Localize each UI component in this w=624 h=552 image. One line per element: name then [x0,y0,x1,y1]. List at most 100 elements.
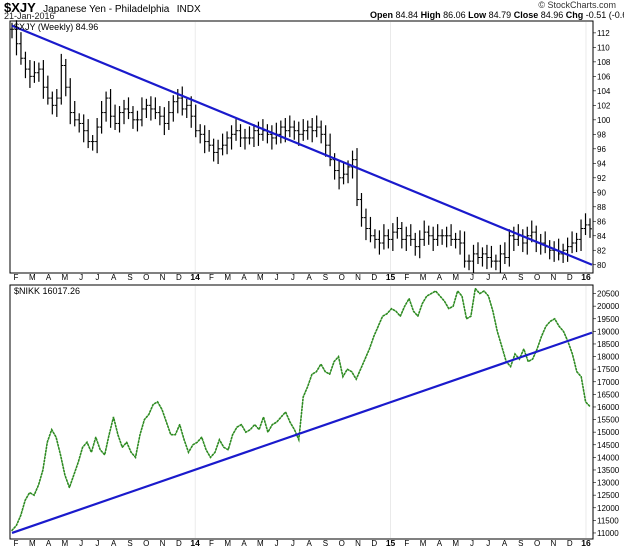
price-bar [475,242,480,265]
y-axis-ticks: 80 82 84 86 88 90 92 94 96 98 100 102 104 106 108 110 11… [593,29,620,538]
y-tick-label: 16000 [597,403,620,412]
x-tick-label: J [486,273,490,282]
x-tick-label: 16 [581,538,591,548]
y-tick-label: 13000 [597,479,620,488]
price-bar [148,96,153,121]
price-bar [104,91,109,122]
x-tick-label: M [420,273,427,282]
price-bar [355,148,360,207]
x-tick-label: F [209,273,214,282]
x-tick-label: J [79,273,83,282]
x-tick-label: F [404,273,409,282]
price-bar [543,231,548,254]
price-bar [462,231,467,268]
x-tick-label: N [160,273,166,282]
symbol-label: $XJY [4,0,36,15]
x-tick-label: J [291,539,295,548]
x-tick-label: A [111,539,117,548]
x-tick-label: J [79,539,83,548]
y-tick-label: 88 [597,203,606,212]
x-tick-label: O [534,539,540,548]
y-tick-label: 17500 [597,365,620,374]
price-bar [547,240,552,260]
price-bar [399,222,404,249]
y-tick-label: 20500 [597,290,620,299]
price-bar [77,113,82,133]
nikk-line-series [11,286,591,532]
price-bar [247,126,252,145]
price-bar [520,229,525,253]
price-bar [135,110,140,132]
nikk-trendline [11,331,593,534]
chart-header-title: $XJY Japanese Yen - Philadelphia INDX [4,0,201,15]
price-bar [207,129,212,152]
price-bar [130,106,135,129]
x-tick-label: O [339,273,345,282]
y-tick-label: 12000 [597,504,620,513]
x-tick-label: A [306,273,312,282]
x-tick-label: D [567,539,573,548]
top-panel-frame [9,20,594,274]
price-bar [198,124,203,144]
price-bar [81,114,86,143]
price-bar [471,244,476,273]
price-bar [449,224,454,246]
x-tick-label: J [470,273,474,282]
price-bar [372,229,377,249]
price-bar [440,229,445,245]
price-bar [90,135,95,151]
price-bar [153,97,158,120]
x-tick-label: D [567,273,573,282]
price-bar [99,100,104,134]
price-bar [238,124,243,147]
x-tick-label: N [355,273,361,282]
price-bar [234,119,239,141]
x-tick-label: D [371,539,377,548]
price-bar [193,104,198,138]
price-bar [337,161,342,190]
price-bar [570,231,575,254]
price-bar [139,97,144,127]
open-value: 84.84 [395,10,419,20]
price-bar [95,118,100,154]
x-tick-label: D [176,273,182,282]
price-bar [458,230,463,255]
price-bar [390,223,395,251]
x-tick-label: M [224,539,231,548]
price-bar [122,99,127,125]
x-tick-label: 15 [386,272,396,282]
x-tick-label: N [551,539,557,548]
price-bar [404,226,409,251]
price-bar [480,247,485,267]
high-value: 86.06 [443,10,466,20]
x-tick-label: M [257,539,264,548]
price-bar [27,60,32,88]
x-tick-label: A [241,539,247,548]
x-tick-label: N [551,273,557,282]
price-bar [484,244,489,270]
chart-date: 21-Jan-2016 [4,11,55,21]
security-name: Japanese Yen - Philadelphia [43,4,170,15]
x-tick-label: A [111,273,117,282]
y-tick-label: 98 [597,130,606,139]
x-tick-label: A [437,273,443,282]
x-tick-label: D [371,273,377,282]
price-bar [180,86,185,116]
chg-value: -0.51 (-0.60%) [585,10,624,20]
price-bar [310,118,315,143]
price-bar [377,230,382,255]
x-tick-label: D [176,539,182,548]
high-label: High [420,10,441,20]
price-bar [314,115,319,138]
y-tick-label: 18500 [597,340,620,349]
x-tick-label: 14 [190,272,200,282]
price-bar [117,106,122,133]
x-tick-label: M [62,539,69,548]
x-tick-label: F [209,539,214,548]
price-bar [319,120,324,144]
xjy-trendline [11,24,593,266]
y-tick-label: 86 [597,217,606,226]
price-bar [72,100,77,127]
x-tick-label: M [62,273,69,282]
x-tick-label: S [518,273,523,282]
